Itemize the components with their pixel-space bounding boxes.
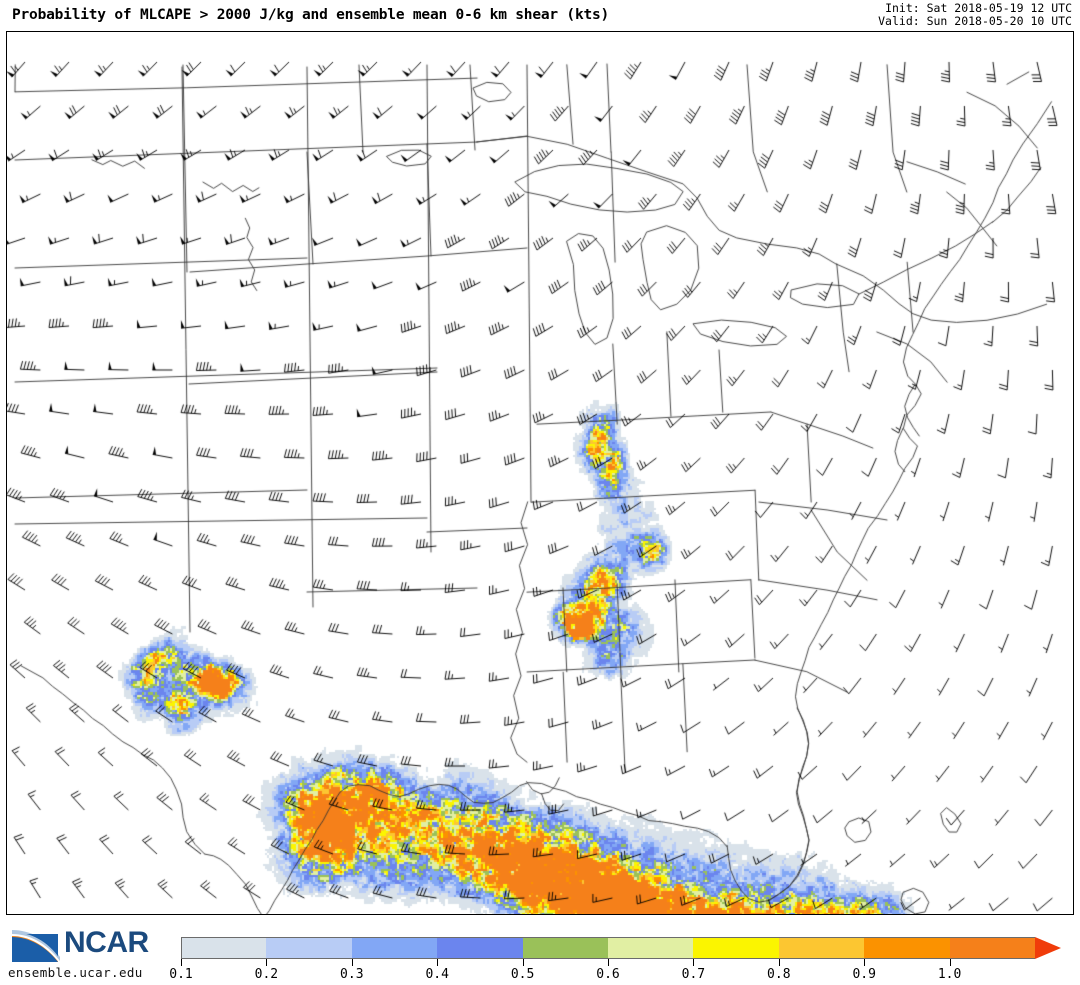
colorbar-tick [522,959,524,966]
wind-barb-layer [7,32,1073,914]
colorbar-band-0.3 [351,937,438,959]
colorbar-band-0.4 [437,937,523,959]
probability-colorbar: 0.1 0.2 0.3 0.4 0.5 0.6 0.7 0.8 0.9 1.0 [169,937,1061,982]
ncar-url-label: ensemble.ucar.edu [8,965,143,980]
header-bar: Probability of MLCAPE > 2000 J/kg and en… [0,0,1080,30]
colorbar-tick [266,959,268,966]
colorbar-band-0.6 [608,937,694,959]
page-title: Probability of MLCAPE > 2000 J/kg and en… [12,7,610,23]
colorbar-label-0.1: 0.1 [169,967,193,982]
colorbar-tick [778,959,780,966]
colorbar-tick [608,959,609,966]
colorbar-tick [181,959,182,966]
colorbar-label-0.8: 0.8 [767,967,791,982]
colorbar-tick [864,959,866,966]
colorbar-band-0.7 [693,937,779,959]
colorbar-tick [949,959,951,966]
colorbar-label-0.6: 0.6 [596,967,620,982]
colorbar-band-0.5 [522,937,608,959]
colorbar-label-0.3: 0.3 [340,967,364,982]
colorbar-band-0.8 [778,937,865,959]
ncar-logo: NCAR ensemble.ucar.edu [6,926,174,982]
ncar-wordmark: NCAR [64,926,149,959]
forecast-map [6,31,1074,915]
ncar-logo-mark [12,930,60,964]
colorbar-band-1.0 [949,937,1035,959]
colorbar-band-0.9 [864,937,950,959]
valid-time-label: Valid: Sun 2018-05-20 10 UTC [878,14,1072,28]
colorbar-tick [437,959,439,966]
colorbar-band-0.1 [181,937,267,959]
colorbar-band-0.2 [266,937,352,959]
colorbar-label-0.9: 0.9 [852,967,876,982]
colorbar-label-0.7: 0.7 [681,967,706,982]
colorbar-label-0.4: 0.4 [425,967,449,982]
colorbar-label-0.2: 0.2 [254,967,279,982]
colorbar-tick [693,959,695,966]
init-time-label: Init: Sat 2018-05-19 12 UTC [885,1,1072,15]
colorbar-label-0.5: 0.5 [510,967,535,982]
colorbar-label-1.0: 1.0 [937,967,962,982]
colorbar-tick [351,959,353,966]
footer-bar: NCAR ensemble.ucar.edu 0.1 0.2 0.3 0.4 0.5 0.… [0,918,1080,985]
colorbar-extend-arrow [1035,937,1061,959]
forecast-timestamps: Init: Sat 2018-05-19 12 UTC Valid: Sun 2… [878,2,1072,28]
